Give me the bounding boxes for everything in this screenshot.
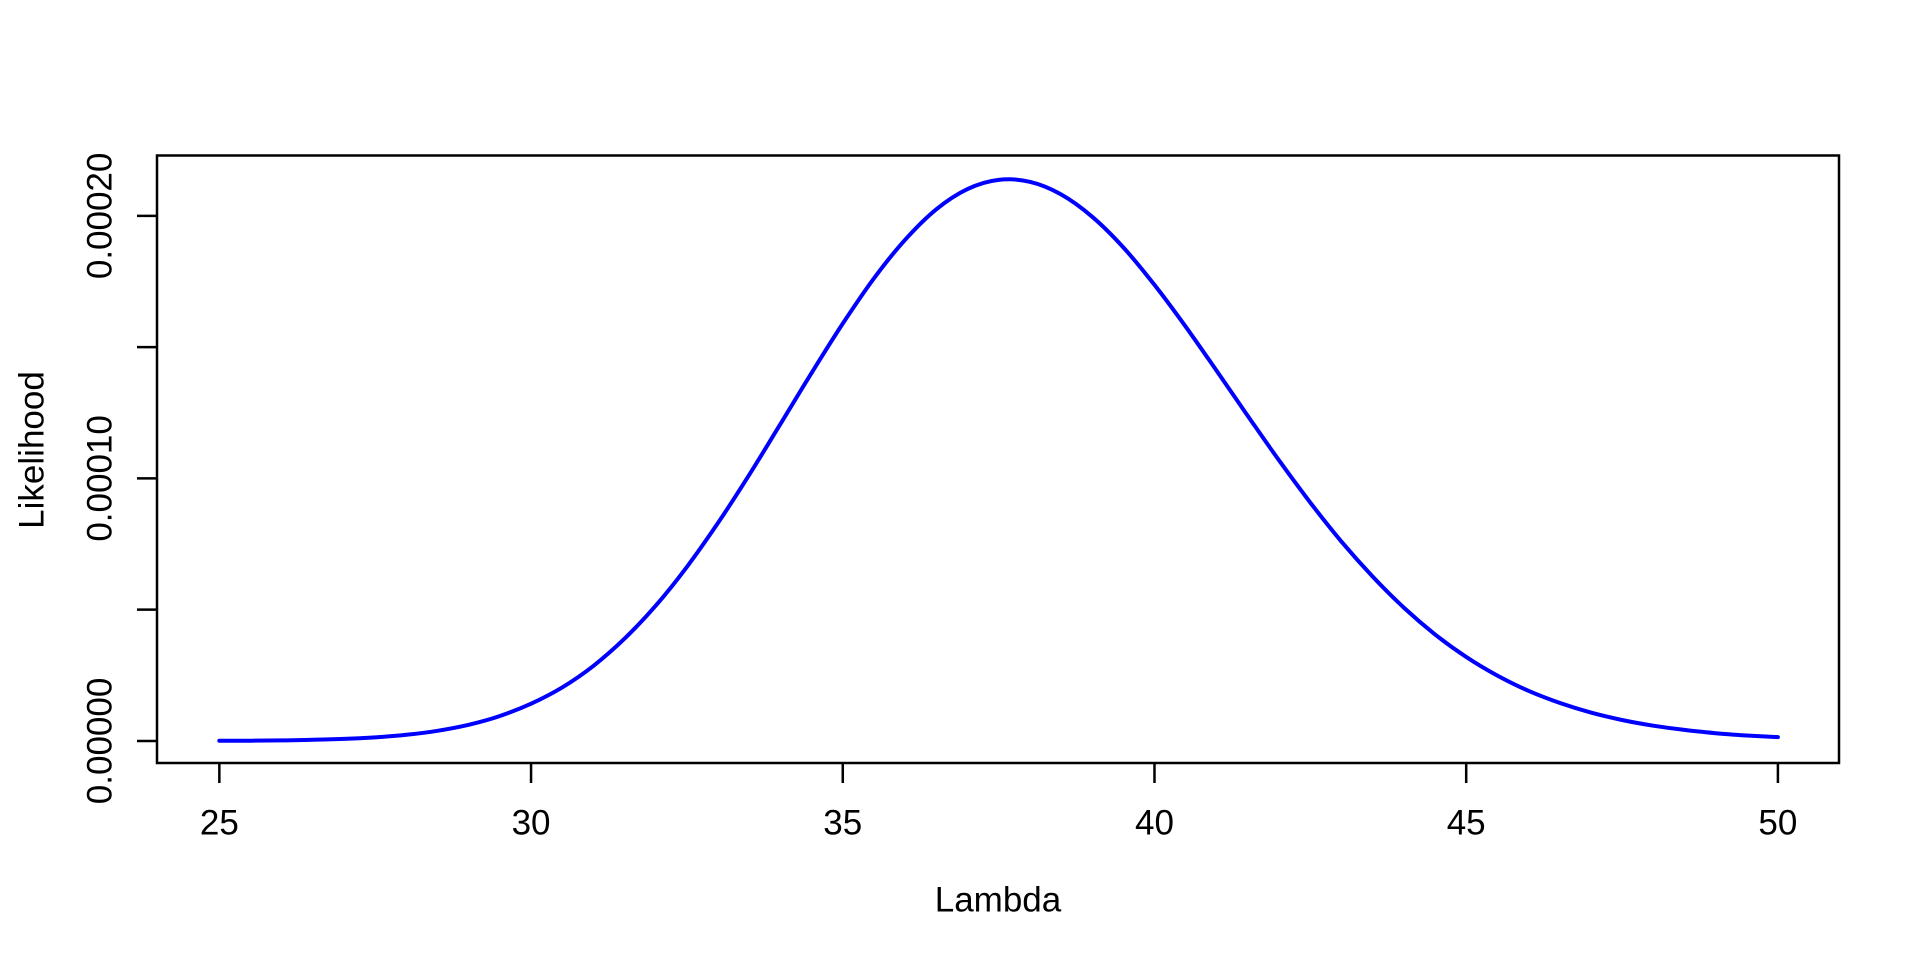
likelihood-curve <box>217 177 1780 743</box>
y-tick-label: 0.00020 <box>81 153 120 280</box>
y-axis-title: Likelihood <box>13 371 52 529</box>
y-tick-label: 0.00010 <box>81 415 120 542</box>
x-tick-label: 25 <box>200 804 239 843</box>
y-tick-label: 0.00000 <box>81 678 120 805</box>
x-axis-title: Lambda <box>935 881 1062 920</box>
x-tick-label: 50 <box>1758 804 1797 843</box>
x-tick-label: 35 <box>823 804 862 843</box>
x-tick-label: 45 <box>1447 804 1486 843</box>
plot-box <box>155 154 1841 765</box>
x-tick-label: 40 <box>1135 804 1174 843</box>
x-tick-label: 30 <box>512 804 551 843</box>
